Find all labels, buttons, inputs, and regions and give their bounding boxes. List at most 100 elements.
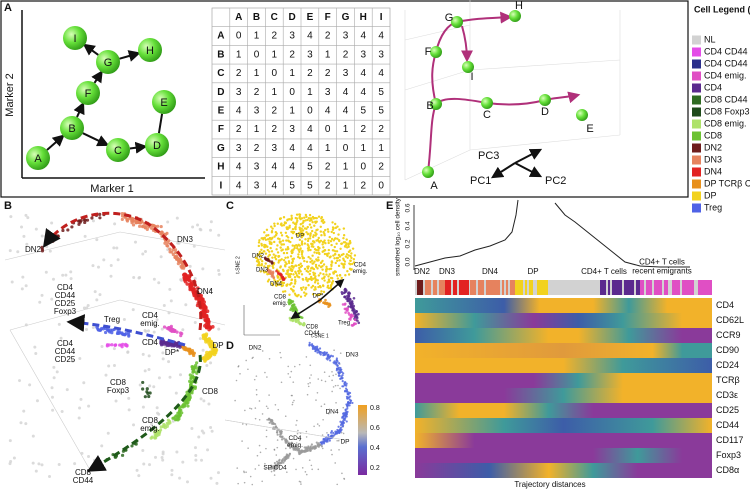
cell-dot: [149, 226, 154, 230]
cell-dot: [102, 258, 106, 262]
cell-dot: [346, 294, 349, 298]
cell-dot: [260, 251, 264, 255]
label: CD44: [55, 347, 76, 356]
cell-dot: [299, 481, 302, 483]
cell-dot: [271, 467, 274, 470]
stage-strip: [492, 280, 494, 295]
cell-dot: [329, 240, 333, 243]
table-cell: 1: [272, 87, 278, 98]
cell-dot: [82, 218, 86, 222]
cell-dot: [18, 379, 22, 383]
cell-dot: [320, 234, 323, 237]
table-cell: 3: [325, 87, 331, 98]
stage-strip: [682, 280, 684, 295]
cell-dot: [319, 441, 322, 444]
table-cell: 0: [361, 162, 367, 173]
stage-strip: [541, 280, 543, 295]
cell-dot: [301, 225, 305, 228]
legend-label: DP: [704, 190, 717, 200]
cell-dot: [161, 357, 165, 361]
cell-dot: [337, 366, 340, 369]
node: [576, 109, 588, 121]
legend-label: CD8 emig.: [704, 118, 747, 128]
node-label: D: [541, 106, 549, 118]
arrow: [319, 278, 345, 301]
node-label: G: [104, 57, 113, 69]
cell-dot: [237, 482, 239, 485]
cell-dot: [275, 460, 279, 463]
cell-dot: [346, 405, 349, 408]
cell-dot: [331, 453, 333, 456]
table-cell: 3: [361, 49, 367, 60]
cell-dot: [265, 435, 268, 438]
cell-dot: [349, 314, 353, 318]
cell-dot: [60, 409, 64, 413]
cell-dot: [334, 237, 337, 240]
stage-strip: [634, 280, 636, 295]
cell-dot: [300, 264, 304, 268]
cell-dot: [167, 360, 171, 364]
cell-dot: [245, 423, 248, 426]
panel-letter: C: [226, 200, 234, 212]
cell-dot: [340, 431, 343, 434]
cell-dot: [165, 231, 169, 235]
cell-dot: [171, 419, 175, 423]
cell-dot: [180, 264, 185, 269]
stage-strip: [598, 280, 600, 295]
cell-dot: [342, 385, 345, 388]
node: [539, 94, 551, 106]
grid-3d: [224, 419, 346, 441]
cell-dot: [194, 458, 198, 462]
cell-dot: [341, 424, 345, 427]
cell-dot: [196, 223, 200, 227]
cell-dot: [243, 481, 246, 484]
cell-dot: [299, 247, 302, 250]
cell-dot: [328, 439, 331, 442]
cell-dot: [316, 391, 319, 394]
cell-dot: [284, 256, 287, 259]
cell-dot: [304, 288, 307, 291]
cell-dot: [177, 414, 181, 418]
cell-dot: [348, 404, 351, 407]
cell-dot: [278, 278, 281, 281]
cell-dot: [288, 301, 292, 305]
cell-dot: [321, 268, 324, 271]
cell-dot: [342, 234, 346, 237]
cell-dot: [173, 250, 178, 255]
cell-dot: [294, 320, 298, 324]
cell-dot: [295, 294, 299, 298]
cell-dot: [57, 322, 61, 326]
cell-dot: [293, 399, 295, 402]
cell-dot: [160, 230, 164, 234]
cell-dot: [195, 361, 199, 365]
gene-label: CD90: [716, 345, 739, 355]
cell-dot: [305, 215, 308, 219]
y-axis-label: smoothed log₁₀ cell density: [395, 197, 402, 276]
cell-dot: [44, 270, 48, 274]
cell-dot: [279, 266, 282, 269]
cell-dot: [149, 422, 153, 426]
cell-dot: [308, 377, 311, 379]
cell-dot: [351, 308, 354, 312]
cell-dot: [179, 278, 183, 282]
cell-dot: [267, 278, 271, 281]
cell-dot: [349, 298, 352, 301]
table-cell: 2: [325, 180, 331, 191]
cell-dot: [276, 463, 280, 466]
cell-dot: [254, 407, 257, 409]
cell-dot: [126, 350, 130, 354]
cell-dot: [290, 236, 294, 240]
cell-dot: [8, 249, 12, 253]
cell-dot: [205, 309, 210, 314]
cell-dot: [241, 423, 244, 425]
cell-dot: [264, 468, 266, 470]
cell-dot: [73, 462, 77, 466]
stage-strip: [664, 280, 666, 295]
cell-dot: [349, 268, 353, 271]
stage-strip: [550, 280, 552, 295]
cell-dot: [266, 245, 269, 248]
table-cell: 4: [307, 124, 313, 135]
cell-dot: [313, 281, 317, 284]
cell-dot: [120, 217, 124, 221]
